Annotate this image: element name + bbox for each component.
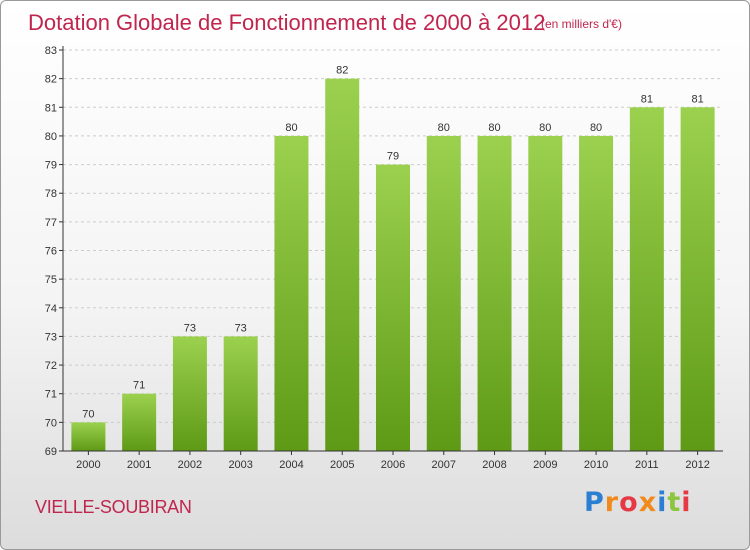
bar [223,336,258,451]
logo-letter: t [667,487,682,518]
y-tick-label: 78 [45,188,57,200]
x-tick-label: 2008 [482,459,506,471]
y-tick-label: 74 [45,303,57,315]
bars [71,78,715,452]
logo-letter: i [681,487,692,518]
y-tick-label: 80 [45,131,57,143]
x-tick-label: 2001 [127,459,151,471]
y-tick-label: 77 [45,217,57,229]
y-tick-label: 69 [45,446,57,458]
data-label: 81 [641,93,653,105]
bar [172,336,207,451]
bar [426,135,461,451]
data-label: 70 [82,408,94,420]
logo-letter: o [619,487,639,518]
x-tick-label: 2004 [279,459,303,471]
logo-letter: r [604,487,620,518]
data-label: 79 [387,151,399,163]
proxiti-logo: Proxiti [584,487,692,518]
data-label: 81 [691,93,703,105]
data-label: 80 [488,122,500,134]
y-tick-label: 70 [45,417,57,429]
x-tick-label: 2002 [178,459,202,471]
bar [680,107,715,452]
x-tick-label: 2009 [533,459,557,471]
data-label: 82 [336,65,348,77]
chart-title: Dotation Globale de Fonctionnement de 20… [28,10,546,35]
y-tick-label: 79 [45,160,57,172]
logo-letter: P [584,487,605,518]
chart-subtitle: (en milliers d'€) [541,17,622,31]
y-tick-label: 72 [45,360,57,372]
x-tick-label: 2010 [584,459,608,471]
y-tick-label: 76 [45,246,57,258]
x-tick-label: 2003 [228,459,252,471]
data-label: 80 [285,122,297,134]
bar [629,107,664,452]
data-label: 73 [184,322,196,334]
x-tick-label: 2012 [685,459,709,471]
bar [579,135,614,451]
y-tick-label: 73 [45,331,57,343]
bar [122,393,157,451]
bar [274,135,309,451]
x-tick-label: 2011 [635,459,659,471]
x-tick-label: 2006 [381,459,405,471]
x-tick-label: 2000 [76,459,100,471]
bar [325,78,360,452]
bar [477,135,512,451]
data-label: 80 [539,122,551,134]
axes [59,46,723,455]
logo-letter: i [657,487,668,518]
data-label: 71 [133,380,145,392]
data-label: 80 [590,122,602,134]
x-tick-label: 2005 [330,459,354,471]
y-tick-label: 71 [45,389,57,401]
y-tick-label: 83 [45,45,57,57]
labels: 69 70 71 72 73 74 75 76 77 78 79 80 81 82 83 70 2000 71 20… [45,45,710,471]
bar [71,422,106,451]
bar [376,164,410,452]
y-tick-label: 82 [45,74,57,86]
data-label: 80 [438,122,450,134]
y-tick-label: 81 [45,102,57,114]
logo-letter: x [638,487,658,518]
bar [528,135,563,451]
x-tick-label: 2007 [432,459,456,471]
y-tick-label: 75 [45,274,57,286]
commune-name: VIELLE-SOUBIRAN [35,497,192,517]
data-label: 73 [235,322,247,334]
